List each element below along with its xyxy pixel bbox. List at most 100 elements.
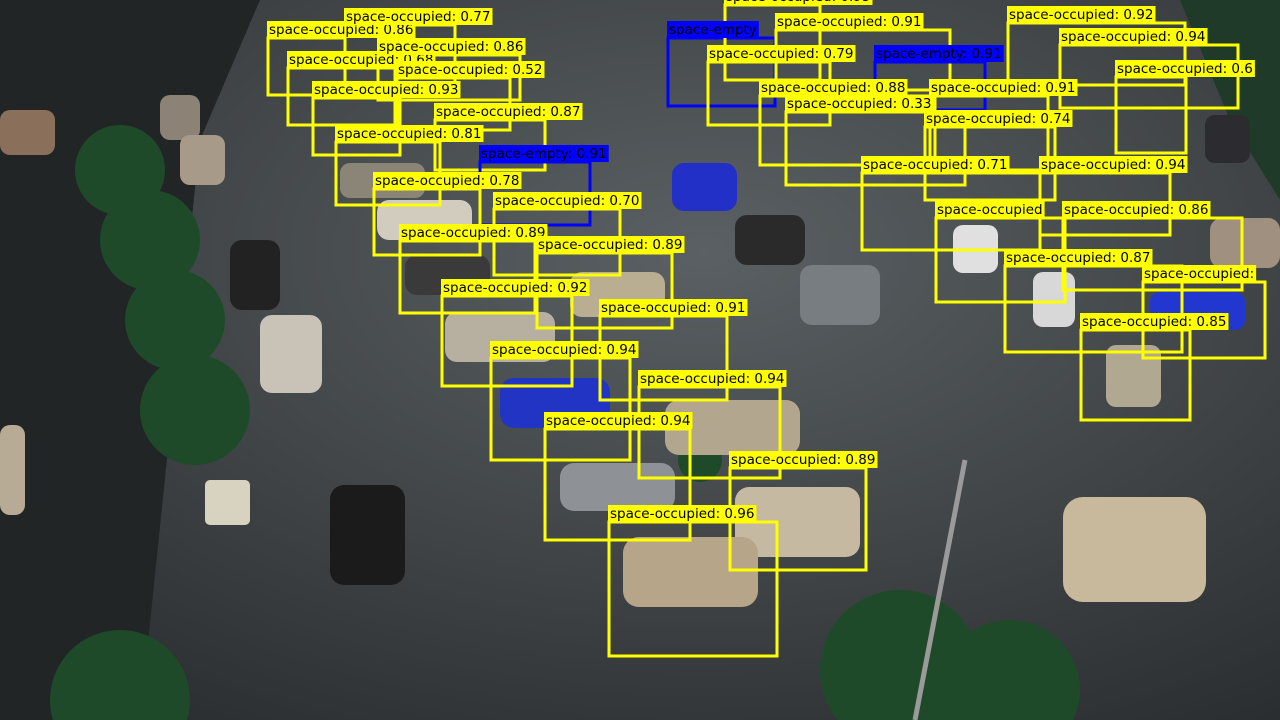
- label-text: space-occupied:: [1144, 266, 1254, 282]
- label-background: [667, 21, 759, 38]
- label-background: [493, 192, 642, 209]
- label-text: space-empty: [669, 22, 757, 38]
- label-text: space-occupied: 0.94: [1061, 29, 1205, 45]
- label-background: [775, 13, 924, 30]
- detection-label: space-occupied: 0.89: [536, 236, 685, 253]
- detection-label: space-occupied: 0.91: [775, 13, 924, 30]
- label-background: [434, 103, 583, 120]
- label-text: space-occupied: 0.78: [375, 173, 519, 189]
- lamp-post: [912, 459, 968, 720]
- label-text: space-occupied: 0.88: [761, 80, 905, 96]
- label-text: space-occupied: 0.89: [401, 225, 545, 241]
- label-background: [935, 201, 1045, 218]
- label-background: [335, 125, 484, 142]
- detection-label: space-occupied: 0.81: [335, 125, 484, 142]
- detection-label: space-occupied: 0.79: [707, 45, 856, 62]
- tree-row: [50, 125, 1080, 720]
- label-background: [1004, 249, 1153, 266]
- label-text: space-occupied: 0.95: [726, 0, 870, 5]
- detection-label: space-occupied: 0.94: [544, 412, 693, 429]
- detection-label: space-occupied: 0.78: [373, 172, 522, 189]
- detection-label: space-occupied: [935, 201, 1045, 218]
- planter: [205, 480, 250, 525]
- label-background: [861, 156, 1010, 173]
- label-text: space-occupied: 0.94: [492, 342, 636, 358]
- label-text: space-empty: 0.91: [876, 46, 1002, 62]
- label-background: [536, 236, 685, 253]
- trees: [1180, 0, 1280, 200]
- detection-label: space-occupied: 0.77: [344, 8, 493, 25]
- label-background: [479, 145, 609, 162]
- label-background: [608, 505, 757, 522]
- label-text: space-occupied: 0.81: [337, 126, 481, 142]
- label-text: space-occupied: 0.85: [1082, 314, 1226, 330]
- label-background: [599, 299, 748, 316]
- label-background: [373, 172, 522, 189]
- label-background: [312, 81, 461, 98]
- label-text: space-empty: 0.91: [481, 146, 607, 162]
- label-text: space-occupied: 0.92: [1009, 7, 1153, 23]
- label-text: space-occupied: 0.70: [495, 193, 639, 209]
- detection-label: space-occupied: 0.92: [1007, 6, 1156, 23]
- label-text: space-occupied: 0.96: [610, 506, 754, 522]
- detection-label: space-empty: 0.91: [874, 45, 1004, 62]
- label-background: [267, 21, 416, 38]
- detection-label: space-occupied: 0.89: [729, 451, 878, 468]
- label-background: [544, 412, 693, 429]
- label-text: space-occupied: 0.93: [314, 82, 458, 98]
- detection-label: space-occupied: 0.89: [399, 224, 548, 241]
- detection-label: space-occupied:: [1142, 265, 1257, 282]
- label-text: space-occupied: 0.87: [1006, 250, 1150, 266]
- label-background: [874, 45, 1004, 62]
- label-text: space-occupied: 0.86: [379, 39, 523, 55]
- label-background: [344, 8, 493, 25]
- label-text: space-occupied: 0.6: [1117, 61, 1253, 77]
- detection-label: space-occupied: 0.85: [1080, 313, 1229, 330]
- label-background: [929, 79, 1078, 96]
- label-text: space-occupied: 0.94: [1041, 157, 1185, 173]
- label-background: [1062, 201, 1211, 218]
- detection-label: space-occupied: 0.86: [267, 21, 416, 38]
- detection-label: space-occupied: 0.96: [608, 505, 757, 522]
- label-background: [399, 224, 548, 241]
- label-background: [759, 79, 908, 96]
- label-text: space-occupied: 0.74: [926, 111, 1070, 127]
- label-text: space-occupied: 0.87: [436, 104, 580, 120]
- label-background: [1059, 28, 1208, 45]
- label-background: [441, 279, 590, 296]
- detection-label: space-occupied: 0.94: [1039, 156, 1188, 173]
- label-text: space-occupied: 0.86: [1064, 202, 1208, 218]
- label-text: space-occupied: 0.91: [601, 300, 745, 316]
- label-text: space-occupied: 0.52: [398, 62, 542, 78]
- detection-label: space-occupied: 0.93: [312, 81, 461, 98]
- detection-label: space-occupied: 0.91: [929, 79, 1078, 96]
- detection-label: space-occupied: 0.94: [1059, 28, 1208, 45]
- label-text: space-occupied: 0.94: [640, 371, 784, 387]
- label-background: [724, 0, 873, 5]
- label-background: [490, 341, 639, 358]
- label-background: [924, 110, 1073, 127]
- detection-label: space-occupied: 0.86: [377, 38, 526, 55]
- label-text: space-occupied: 0.91: [931, 80, 1075, 96]
- label-text: space-occupied: 0.77: [346, 9, 490, 25]
- label-text: space-occupied: 0.86: [269, 22, 413, 38]
- label-text: space-occupied: 0.92: [443, 280, 587, 296]
- label-background: [396, 61, 545, 78]
- detection-label: space-occupied: 0.86: [1062, 201, 1211, 218]
- label-text: space-occupied: 0.91: [777, 14, 921, 30]
- detection-label: space-empty: [667, 21, 759, 38]
- detection-label: space-occupied: 0.91: [599, 299, 748, 316]
- label-background: [1115, 60, 1255, 77]
- label-text: space-occupied: 0.71: [863, 157, 1007, 173]
- detection-label: space-occupied: 0.33: [785, 95, 934, 112]
- detection-label: space-occupied: 0.87: [1004, 249, 1153, 266]
- detection-label: space-occupied: 0.88: [759, 79, 908, 96]
- label-background: [707, 45, 856, 62]
- label-background: [377, 38, 526, 55]
- detection-label: space-occupied: 0.87: [434, 103, 583, 120]
- label-background: [1007, 6, 1156, 23]
- label-text: space-occupied: 0.33: [787, 96, 931, 112]
